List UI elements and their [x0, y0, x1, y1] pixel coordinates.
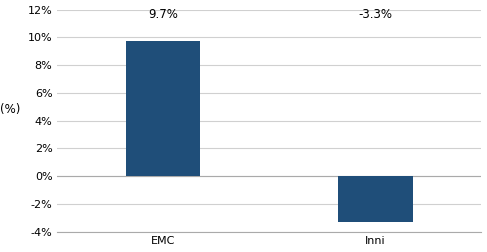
Y-axis label: (%): (%) — [0, 103, 21, 116]
Bar — [338, 176, 412, 222]
Bar — [126, 42, 201, 176]
Text: 9.7%: 9.7% — [149, 8, 178, 21]
Text: -3.3%: -3.3% — [358, 8, 393, 21]
